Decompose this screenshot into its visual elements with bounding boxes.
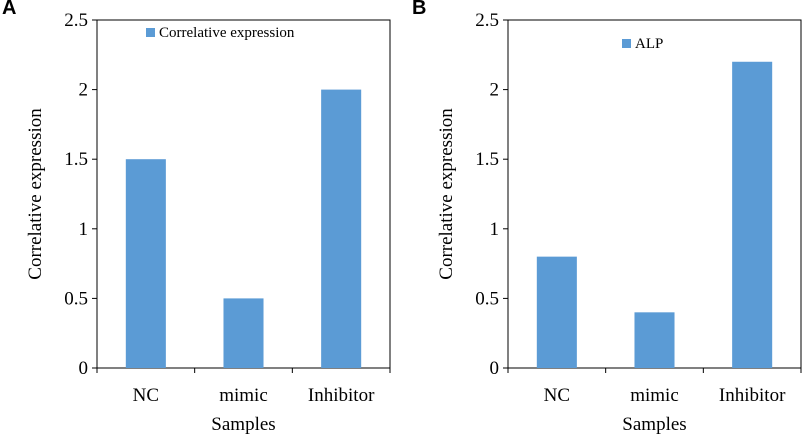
x-axis-label: Samples (622, 414, 686, 435)
y-tick-label: 2.5 (64, 10, 88, 31)
y-tick-label: 1 (490, 219, 500, 240)
bar-nc (536, 256, 577, 368)
bar-inhibitor (321, 89, 362, 368)
bar-inhibitor (732, 61, 773, 368)
y-tick-label: 0.5 (64, 288, 88, 309)
legend-swatch (146, 28, 155, 37)
x-tick-label: Inhibitor (719, 385, 786, 406)
bar-nc (125, 159, 166, 368)
bar-mimic (634, 312, 675, 368)
chart-panel-b: 0 0.5 1 1.5 2 2.5 NC mimic Inhibitor Samples Corre… (436, 10, 802, 435)
panel-label-b: B (412, 0, 427, 19)
y-tick-label: 0 (490, 358, 500, 379)
y-tick-label: 2 (490, 80, 500, 101)
legend-label: Correlative expression (159, 25, 295, 41)
x-axis-label: Samples (211, 414, 275, 435)
y-tick-label: 1 (79, 219, 89, 240)
legend-swatch (622, 39, 631, 48)
panel-label-a: A (2, 0, 17, 19)
y-axis-label: Correlative expression (436, 108, 457, 280)
y-tick-label: 1.5 (64, 149, 88, 170)
y-tick-label: 1.5 (475, 149, 499, 170)
x-tick-label: mimic (219, 385, 268, 406)
y-tick-label: 2.5 (475, 10, 499, 31)
y-axis-label: Correlative expression (25, 108, 46, 280)
x-tick-label: NC (133, 385, 159, 406)
y-tick-label: 2 (79, 80, 89, 101)
y-tick-label: 0 (79, 358, 89, 379)
legend-label: ALP (635, 36, 663, 52)
x-tick-label: mimic (630, 385, 679, 406)
x-tick-label: Inhibitor (308, 385, 375, 406)
bar-mimic (223, 298, 264, 368)
x-tick-label: NC (544, 385, 570, 406)
chart-panel-a: 0 0.5 1 1.5 2 2.5 NC mimic Inhibitor Samples Corre… (25, 10, 391, 435)
y-tick-label: 0.5 (475, 288, 499, 309)
